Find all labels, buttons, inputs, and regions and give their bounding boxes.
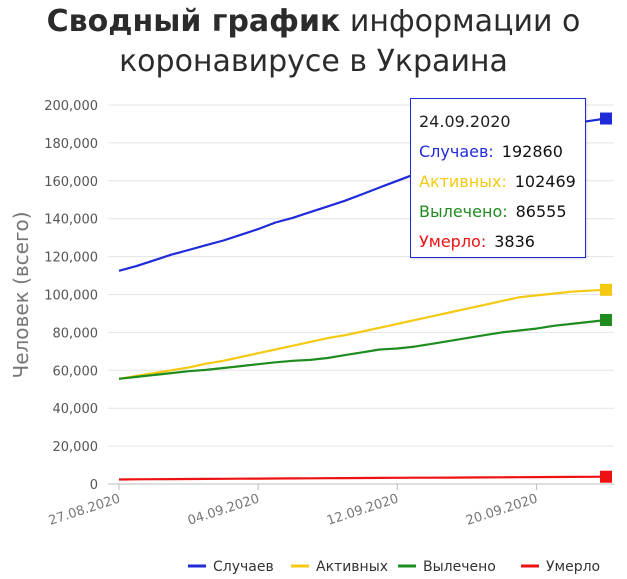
x-tick-label: 12.09.2020 — [325, 492, 400, 529]
tooltip-value-deaths: 3836 — [494, 232, 535, 251]
y-axis-label: Человек (всего) — [9, 211, 33, 378]
y-tick-label: 140,000 — [44, 213, 98, 228]
tooltip-value-cases: 192860 — [501, 142, 563, 161]
series-line — [118, 318, 607, 380]
tooltip-label-active: Активных: — [419, 172, 507, 191]
x-tick-label: 27.08.2020 — [47, 492, 122, 529]
y-tick-label: 100,000 — [44, 289, 98, 304]
tooltip-label-recovered: Вылечено: — [419, 202, 508, 221]
x-axis-ticks: 27.08.2020 04.09.2020 12.09.2020 20.09.2020 — [47, 484, 540, 529]
series-end-marker[interactable] — [600, 112, 612, 125]
chart-title-rest: информации о коронавирусе в Украина — [119, 4, 581, 79]
legend-label[interactable]: Вылечено — [423, 559, 496, 575]
tooltip-row-cases: Случаев: 192860 — [419, 137, 585, 167]
series-end-marker[interactable] — [600, 470, 612, 483]
y-tick-label: 60,000 — [53, 364, 99, 379]
series-end-marker[interactable] — [600, 283, 612, 296]
tooltip-label-cases: Случаев: — [419, 142, 494, 161]
y-tick-label: 120,000 — [44, 251, 98, 266]
y-tick-label: 200,000 — [44, 99, 98, 114]
series-end-marker[interactable] — [600, 313, 612, 326]
tooltip-row-active: Активных: 102469 — [419, 167, 585, 197]
legend-label[interactable]: Умерло — [546, 559, 600, 575]
y-tick-label: 80,000 — [53, 326, 99, 341]
tooltip: 24.09.2020 Случаев: 192860 Активных: 10246… — [410, 98, 586, 258]
chart-title-bold: Сводный график — [46, 4, 341, 39]
y-tick-label: 40,000 — [53, 402, 99, 417]
y-tick-label: 20,000 — [53, 440, 99, 455]
y-axis-ticks: 0 20,000 40,000 60,000 80,000 100,000 120,000 1… — [44, 99, 98, 493]
tooltip-value-recovered: 86555 — [515, 202, 567, 221]
legend-label[interactable]: Случаев — [213, 559, 274, 575]
tooltip-row-deaths: Умерло: 3836 — [419, 227, 585, 257]
x-tick-label: 20.09.2020 — [464, 492, 539, 529]
y-tick-label: 160,000 — [44, 175, 98, 190]
chart-title: Сводный график информации о коронавирусе… — [0, 2, 627, 82]
y-tick-label: 0 — [90, 478, 98, 493]
legend: Случаев Активных Вылечено Умерло — [188, 559, 600, 575]
series-line — [118, 288, 607, 380]
legend-label[interactable]: Активных — [316, 559, 388, 575]
series-line — [118, 475, 607, 481]
tooltip-label-deaths: Умерло: — [419, 232, 487, 251]
x-tick-label: 04.09.2020 — [186, 492, 261, 529]
tooltip-value-active: 102469 — [514, 172, 576, 191]
tooltip-date: 24.09.2020 — [419, 112, 511, 131]
tooltip-row-recovered: Вылечено: 86555 — [419, 197, 585, 227]
y-tick-label: 180,000 — [44, 137, 98, 152]
